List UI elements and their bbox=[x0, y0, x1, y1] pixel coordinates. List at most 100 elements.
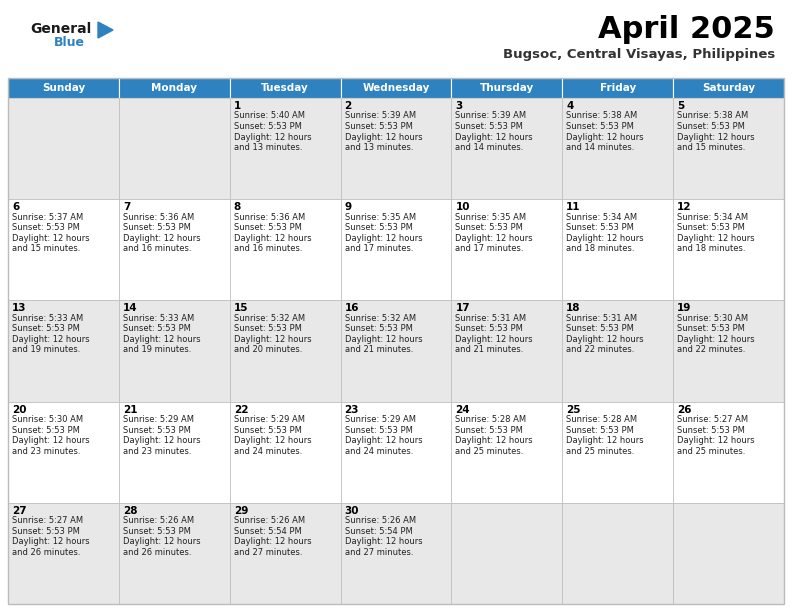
Text: 13: 13 bbox=[12, 304, 26, 313]
Text: Sunset: 5:53 PM: Sunset: 5:53 PM bbox=[12, 527, 80, 536]
Text: and 27 minutes.: and 27 minutes. bbox=[234, 548, 303, 557]
Text: Sunrise: 5:34 AM: Sunrise: 5:34 AM bbox=[677, 213, 748, 222]
Bar bbox=[341, 98, 451, 199]
Text: 15: 15 bbox=[234, 304, 248, 313]
Bar bbox=[119, 78, 230, 98]
Text: Sunset: 5:53 PM: Sunset: 5:53 PM bbox=[345, 324, 413, 334]
Text: Sunset: 5:53 PM: Sunset: 5:53 PM bbox=[234, 223, 302, 232]
Text: and 13 minutes.: and 13 minutes. bbox=[234, 143, 303, 152]
Text: Sunrise: 5:26 AM: Sunrise: 5:26 AM bbox=[123, 517, 194, 525]
Text: Daylight: 12 hours: Daylight: 12 hours bbox=[345, 133, 422, 141]
Bar bbox=[562, 78, 673, 98]
Text: and 26 minutes.: and 26 minutes. bbox=[123, 548, 192, 557]
Text: Sunset: 5:53 PM: Sunset: 5:53 PM bbox=[566, 223, 634, 232]
Text: and 21 minutes.: and 21 minutes. bbox=[345, 345, 413, 354]
Bar bbox=[230, 199, 341, 300]
Bar bbox=[451, 199, 562, 300]
Text: Sunset: 5:53 PM: Sunset: 5:53 PM bbox=[345, 122, 413, 131]
Text: Sunrise: 5:29 AM: Sunrise: 5:29 AM bbox=[123, 415, 194, 424]
Text: Sunrise: 5:29 AM: Sunrise: 5:29 AM bbox=[234, 415, 305, 424]
Text: Sunrise: 5:33 AM: Sunrise: 5:33 AM bbox=[12, 314, 83, 323]
Text: Daylight: 12 hours: Daylight: 12 hours bbox=[345, 537, 422, 547]
Text: 4: 4 bbox=[566, 101, 573, 111]
Bar bbox=[341, 199, 451, 300]
Text: Daylight: 12 hours: Daylight: 12 hours bbox=[677, 335, 755, 344]
Text: and 16 minutes.: and 16 minutes. bbox=[234, 244, 303, 253]
Text: Sunset: 5:53 PM: Sunset: 5:53 PM bbox=[677, 425, 745, 435]
Text: 2: 2 bbox=[345, 101, 352, 111]
Text: 25: 25 bbox=[566, 405, 581, 414]
Text: 14: 14 bbox=[123, 304, 138, 313]
Text: Sunset: 5:53 PM: Sunset: 5:53 PM bbox=[234, 324, 302, 334]
Text: Daylight: 12 hours: Daylight: 12 hours bbox=[566, 133, 644, 141]
Text: and 23 minutes.: and 23 minutes. bbox=[123, 447, 192, 455]
Text: and 24 minutes.: and 24 minutes. bbox=[234, 447, 302, 455]
Text: Sunrise: 5:34 AM: Sunrise: 5:34 AM bbox=[566, 213, 638, 222]
Text: and 26 minutes.: and 26 minutes. bbox=[12, 548, 81, 557]
Text: 3: 3 bbox=[455, 101, 463, 111]
Text: Daylight: 12 hours: Daylight: 12 hours bbox=[123, 335, 200, 344]
Text: Sunrise: 5:26 AM: Sunrise: 5:26 AM bbox=[345, 517, 416, 525]
Text: Sunset: 5:53 PM: Sunset: 5:53 PM bbox=[677, 122, 745, 131]
Text: Sunrise: 5:39 AM: Sunrise: 5:39 AM bbox=[455, 111, 527, 121]
Bar bbox=[673, 98, 784, 199]
Bar bbox=[8, 199, 119, 300]
Text: Sunset: 5:53 PM: Sunset: 5:53 PM bbox=[566, 122, 634, 131]
Text: Sunset: 5:53 PM: Sunset: 5:53 PM bbox=[677, 223, 745, 232]
Text: General: General bbox=[30, 22, 91, 36]
Bar bbox=[230, 300, 341, 401]
Bar bbox=[8, 98, 119, 199]
Bar bbox=[119, 503, 230, 604]
Text: and 25 minutes.: and 25 minutes. bbox=[455, 447, 524, 455]
Text: 17: 17 bbox=[455, 304, 470, 313]
Text: Sunset: 5:53 PM: Sunset: 5:53 PM bbox=[345, 425, 413, 435]
Text: 23: 23 bbox=[345, 405, 359, 414]
Text: Sunrise: 5:33 AM: Sunrise: 5:33 AM bbox=[123, 314, 194, 323]
Text: Daylight: 12 hours: Daylight: 12 hours bbox=[234, 537, 311, 547]
Text: 1: 1 bbox=[234, 101, 241, 111]
Text: and 20 minutes.: and 20 minutes. bbox=[234, 345, 302, 354]
Text: Sunrise: 5:35 AM: Sunrise: 5:35 AM bbox=[345, 213, 416, 222]
Text: 10: 10 bbox=[455, 202, 470, 212]
Text: Daylight: 12 hours: Daylight: 12 hours bbox=[566, 436, 644, 445]
Bar bbox=[562, 199, 673, 300]
Text: and 27 minutes.: and 27 minutes. bbox=[345, 548, 413, 557]
Bar bbox=[451, 98, 562, 199]
Bar bbox=[341, 401, 451, 503]
Text: Sunrise: 5:36 AM: Sunrise: 5:36 AM bbox=[234, 213, 305, 222]
Text: and 22 minutes.: and 22 minutes. bbox=[566, 345, 634, 354]
Text: Sunrise: 5:32 AM: Sunrise: 5:32 AM bbox=[234, 314, 305, 323]
Text: and 19 minutes.: and 19 minutes. bbox=[123, 345, 191, 354]
Text: 7: 7 bbox=[123, 202, 130, 212]
Text: and 13 minutes.: and 13 minutes. bbox=[345, 143, 413, 152]
Text: and 25 minutes.: and 25 minutes. bbox=[677, 447, 745, 455]
Text: Daylight: 12 hours: Daylight: 12 hours bbox=[345, 234, 422, 243]
Text: Monday: Monday bbox=[151, 83, 197, 93]
Text: Sunrise: 5:31 AM: Sunrise: 5:31 AM bbox=[455, 314, 527, 323]
Text: 18: 18 bbox=[566, 304, 581, 313]
Text: 26: 26 bbox=[677, 405, 691, 414]
Bar bbox=[119, 300, 230, 401]
Bar bbox=[562, 503, 673, 604]
Text: and 18 minutes.: and 18 minutes. bbox=[677, 244, 745, 253]
Text: Tuesday: Tuesday bbox=[261, 83, 309, 93]
Bar bbox=[230, 401, 341, 503]
Text: Sunday: Sunday bbox=[42, 83, 85, 93]
Bar bbox=[8, 401, 119, 503]
Bar bbox=[673, 503, 784, 604]
Bar bbox=[673, 401, 784, 503]
Text: 16: 16 bbox=[345, 304, 359, 313]
Text: and 15 minutes.: and 15 minutes. bbox=[677, 143, 745, 152]
Text: Sunset: 5:53 PM: Sunset: 5:53 PM bbox=[234, 425, 302, 435]
Text: Sunrise: 5:28 AM: Sunrise: 5:28 AM bbox=[455, 415, 527, 424]
Bar bbox=[341, 78, 451, 98]
Text: 9: 9 bbox=[345, 202, 352, 212]
Text: and 14 minutes.: and 14 minutes. bbox=[566, 143, 634, 152]
Text: Daylight: 12 hours: Daylight: 12 hours bbox=[234, 133, 311, 141]
Bar bbox=[451, 300, 562, 401]
Text: and 21 minutes.: and 21 minutes. bbox=[455, 345, 524, 354]
Text: Sunset: 5:53 PM: Sunset: 5:53 PM bbox=[677, 324, 745, 334]
Text: 22: 22 bbox=[234, 405, 248, 414]
Bar bbox=[673, 78, 784, 98]
Text: Daylight: 12 hours: Daylight: 12 hours bbox=[455, 234, 533, 243]
